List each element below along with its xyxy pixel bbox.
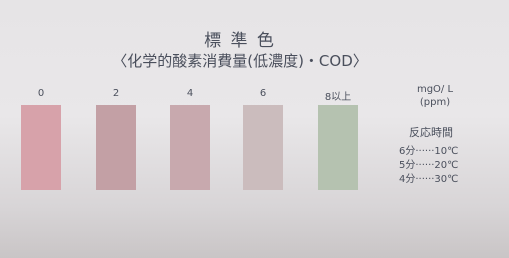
color-swatch [96, 105, 136, 190]
color-swatch [170, 105, 210, 190]
swatch-label: 2 [86, 88, 146, 99]
color-swatch [318, 105, 358, 190]
unit: (ppm) [405, 97, 465, 108]
swatch-label: 4 [160, 88, 220, 99]
reaction-row: 5分······20℃ [399, 156, 458, 171]
unit: mgO/ L [405, 84, 465, 95]
reaction-heading: 反応時間 [409, 124, 453, 140]
color-swatch [21, 105, 61, 190]
reaction-row: 6分······10℃ [399, 142, 458, 157]
swatch-label: 6 [233, 88, 293, 99]
swatch-label: 0 [11, 88, 71, 99]
title: 標 準 色 [0, 26, 480, 51]
reaction-row: 4分······30℃ [399, 170, 458, 185]
color-card: 標 準 色 〈化学的酸素消費量(低濃度)・COD〉 mgO/ L (ppm) 反… [0, 0, 509, 258]
swatch-label: 8以上 [308, 88, 368, 103]
subtitle: 〈化学的酸素消費量(低濃度)・COD〉 [0, 50, 480, 71]
color-swatch [243, 105, 283, 190]
